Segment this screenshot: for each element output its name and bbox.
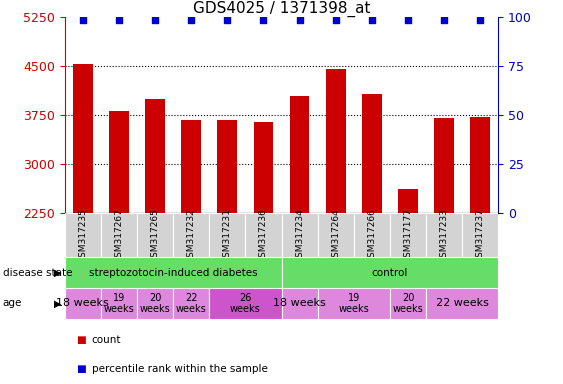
Bar (318, 213, 354, 257)
Text: GSM317267: GSM317267 (114, 208, 123, 263)
Bar (209, 213, 245, 257)
Bar (65, 288, 101, 319)
Bar (101, 213, 137, 257)
Bar (109, 111, 129, 213)
Point (78, 17, 87, 23)
Text: GSM317265: GSM317265 (150, 208, 159, 263)
Text: GSM317177: GSM317177 (404, 208, 413, 263)
Bar (426, 213, 462, 257)
Text: GSM317266: GSM317266 (367, 208, 376, 263)
Point (187, 17, 196, 23)
Bar (73, 64, 93, 213)
Text: 20
weeks: 20 weeks (392, 293, 423, 314)
Text: percentile rank within the sample: percentile rank within the sample (92, 364, 267, 374)
Text: count: count (92, 335, 121, 345)
Bar (426, 288, 498, 319)
Bar (289, 96, 310, 213)
Point (259, 17, 268, 23)
Bar (137, 213, 173, 257)
Text: disease state: disease state (3, 268, 72, 278)
Text: 20
weeks: 20 weeks (140, 293, 171, 314)
Text: GSM317235: GSM317235 (78, 208, 87, 263)
Bar (462, 213, 498, 257)
Bar (362, 94, 382, 213)
Text: age: age (3, 298, 22, 308)
Bar (65, 213, 101, 257)
Text: 26
weeks: 26 weeks (230, 293, 261, 314)
Bar (282, 257, 498, 288)
Text: GSM317234: GSM317234 (295, 208, 304, 263)
Bar (173, 213, 209, 257)
Text: GSM317237: GSM317237 (476, 208, 485, 263)
Bar (253, 122, 274, 213)
Bar (354, 213, 390, 257)
Point (114, 17, 123, 23)
Title: GDS4025 / 1371398_at: GDS4025 / 1371398_at (193, 1, 370, 17)
Point (440, 17, 449, 23)
Text: 18 weeks: 18 weeks (56, 298, 109, 308)
Text: streptozotocin-induced diabetes: streptozotocin-induced diabetes (89, 268, 257, 278)
Point (331, 17, 340, 23)
Bar (101, 288, 137, 319)
Point (295, 17, 304, 23)
Point (223, 17, 232, 23)
Text: 19
weeks: 19 weeks (104, 293, 135, 314)
Point (150, 17, 159, 23)
Bar (434, 119, 454, 213)
Text: 22 weeks: 22 weeks (436, 298, 489, 308)
Bar (181, 120, 201, 213)
Text: 19
weeks: 19 weeks (338, 293, 369, 314)
Bar (390, 288, 426, 319)
Text: 22
weeks: 22 weeks (176, 293, 207, 314)
Text: ■: ■ (76, 335, 86, 345)
Text: ■: ■ (76, 364, 86, 374)
Bar (390, 213, 426, 257)
Bar (65, 257, 282, 288)
Text: GSM317236: GSM317236 (259, 208, 268, 263)
Point (476, 17, 485, 23)
Bar (326, 69, 346, 213)
Text: GSM317232: GSM317232 (187, 208, 196, 263)
Bar (398, 189, 418, 213)
Bar (137, 288, 173, 319)
Text: GSM317233: GSM317233 (440, 208, 449, 263)
Text: GSM317231: GSM317231 (223, 208, 232, 263)
Text: ▶: ▶ (55, 298, 62, 308)
Bar (282, 213, 318, 257)
Bar (217, 120, 237, 213)
Point (367, 17, 376, 23)
Bar (470, 117, 490, 213)
Bar (209, 288, 282, 319)
Bar (282, 288, 318, 319)
Text: control: control (372, 268, 408, 278)
Bar (245, 213, 282, 257)
Bar (173, 288, 209, 319)
Bar (145, 99, 165, 213)
Text: 18 weeks: 18 weeks (273, 298, 326, 308)
Text: GSM317264: GSM317264 (331, 208, 340, 263)
Text: ▶: ▶ (55, 268, 62, 278)
Bar (318, 288, 390, 319)
Point (404, 17, 413, 23)
